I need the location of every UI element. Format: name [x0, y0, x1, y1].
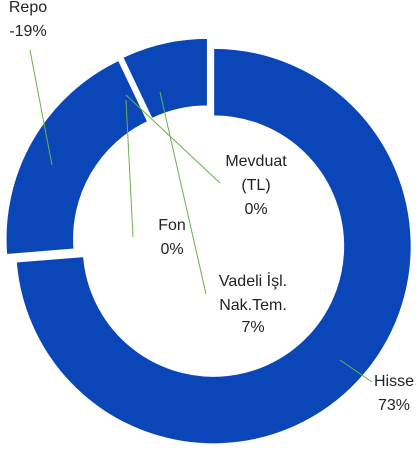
value-label: 0%	[160, 241, 184, 258]
value-label: -19%	[9, 23, 47, 40]
leader-line	[125, 94, 221, 184]
leader-line	[339, 359, 373, 383]
category-label: Mevduat (TL)	[225, 153, 287, 194]
category-label: Fon	[158, 217, 186, 234]
category-label: Repo	[8, 0, 48, 16]
value-label: 7%	[241, 319, 265, 336]
slice	[121, 37, 209, 120]
slices	[5, 37, 413, 445]
category-label: Hisse	[373, 373, 414, 390]
leader-line	[29, 49, 53, 166]
value-label: 73%	[377, 397, 411, 414]
leader-line	[159, 91, 207, 295]
category-label: Vadeli İşl. Nak.Tem.	[218, 273, 288, 314]
slice	[15, 47, 413, 445]
value-label: 0%	[244, 201, 268, 218]
leader-lines	[29, 49, 373, 383]
leader-line	[125, 99, 134, 238]
slice	[5, 59, 149, 256]
